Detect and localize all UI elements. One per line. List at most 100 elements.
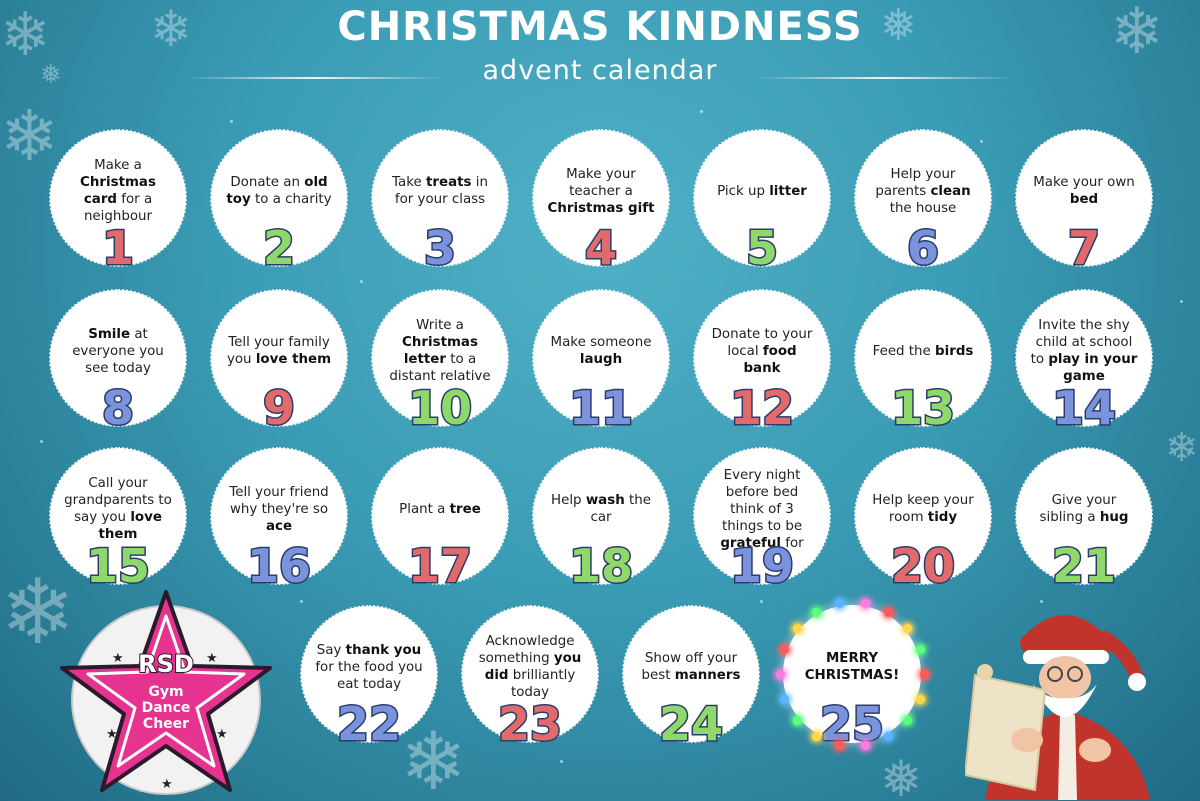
day-number: 7 xyxy=(1066,221,1101,276)
light-bulb xyxy=(812,607,821,617)
page-title: CHRISTMAS KINDNESS xyxy=(337,4,863,50)
calendar-day-11: Make someone laugh 11 xyxy=(532,289,678,440)
kindness-task: Take treats in for your class xyxy=(392,175,488,207)
santa-illustration xyxy=(965,615,1150,800)
day-circle: Make someone laugh xyxy=(532,289,670,427)
light-bulb xyxy=(792,623,802,633)
day-circle: Make your teacher a Christmas gift xyxy=(532,129,670,267)
logo-line: Dance xyxy=(142,700,191,716)
kindness-task: Make your teacher a Christmas gift xyxy=(547,166,655,216)
day-number: 11 xyxy=(567,381,634,436)
day-number: 4 xyxy=(583,221,618,276)
day-circle: Tell your friend why they're so ace xyxy=(210,447,348,585)
snowflake-icon: ❅ xyxy=(880,750,922,801)
light-bulb xyxy=(920,670,929,679)
calendar-day-15: Call your grandparents to say you love t… xyxy=(49,447,195,598)
light-bulb xyxy=(780,694,790,704)
calendar-day-8: Smile at everyone you see today 8 xyxy=(49,289,195,440)
day-number: 8 xyxy=(100,381,135,436)
day-circle: Every night before bed think of 3 things… xyxy=(693,447,831,585)
day-number: 12 xyxy=(728,381,795,436)
divider xyxy=(185,77,445,79)
day-circle: Help keep your room tidy xyxy=(854,447,992,585)
kindness-task: Make your own bed xyxy=(1033,175,1135,207)
day-circle: Invite the shy child at school to play i… xyxy=(1015,289,1153,427)
day-circle: Write a Christmas letter to a distant re… xyxy=(371,289,509,427)
day-circle: Show off your best manners xyxy=(622,605,760,743)
star-shape xyxy=(60,590,272,792)
calendar-day-18: Help wash the car 18 xyxy=(532,447,678,598)
kindness-task: Tell your family you love them xyxy=(226,335,332,367)
day-number: 1 xyxy=(100,221,135,276)
day-circle: Pick up litter xyxy=(693,129,831,267)
day-number: 23 xyxy=(496,697,563,752)
calendar-day-9: Tell your family you love them 9 xyxy=(210,289,356,440)
day-circle: Plant a tree xyxy=(371,447,509,585)
day-number: 24 xyxy=(657,697,724,752)
calendar-day-25: MERRY CHRISTMAS! 25 xyxy=(783,606,929,756)
day-number: 14 xyxy=(1050,381,1117,436)
kindness-task: Plant a tree xyxy=(399,501,481,517)
light-bulb xyxy=(903,716,913,726)
day-circle: Make a Christmas card for a neighbour xyxy=(49,129,187,267)
kindness-task: Donate an old toy to a charity xyxy=(226,175,332,207)
calendar-day-2: Donate an old toy to a charity 2 xyxy=(210,129,356,280)
calendar-day-13: Feed the birds 13 xyxy=(854,289,1000,440)
light-bulb xyxy=(812,732,821,742)
day-number: 10 xyxy=(406,381,473,436)
kindness-task: Tell your friend why they're so ace xyxy=(229,484,329,534)
kindness-task: Write a Christmas letter to a distant re… xyxy=(389,318,491,384)
snowflake-icon: ❄ xyxy=(1165,425,1199,471)
calendar-day-6: Help your parents clean the house 6 xyxy=(854,129,1000,280)
light-bulb xyxy=(780,645,790,655)
light-bulb xyxy=(915,645,925,655)
day-circle: Give your sibling a hug xyxy=(1015,447,1153,585)
kindness-task: Help your parents clean the house xyxy=(875,166,971,216)
calendar-day-4: Make your teacher a Christmas gift 4 xyxy=(532,129,678,280)
kindness-task: Invite the shy child at school to play i… xyxy=(1030,318,1138,384)
day-circle: Help your parents clean the house xyxy=(854,129,992,267)
calendar-day-20: Help keep your room tidy 20 xyxy=(854,447,1000,598)
kindness-task: Show off your best manners xyxy=(641,651,741,683)
day-number: 15 xyxy=(84,539,151,594)
calendar-day-19: Every night before bed think of 3 things… xyxy=(693,447,839,598)
kindness-task: Call your grandparents to say you love t… xyxy=(64,476,172,542)
day-circle: MERRY CHRISTMAS! xyxy=(788,610,916,738)
page-subtitle: advent calendar xyxy=(482,55,718,86)
kindness-task: Make a Christmas card for a neighbour xyxy=(80,158,156,224)
day-number: 3 xyxy=(422,221,457,276)
day-circle: Say thank you for the food you eat today xyxy=(300,605,438,743)
light-bulb xyxy=(860,599,870,609)
day-number: 2 xyxy=(261,221,296,276)
day-number: 9 xyxy=(261,381,296,436)
day-circle: Help wash the car xyxy=(532,447,670,585)
svg-text:★: ★ xyxy=(206,651,218,666)
light-bulb xyxy=(776,670,785,679)
rsd-logo: ★ ★ ★ ★ ★ RSD Gym Dance Cheer xyxy=(60,590,272,795)
calendar-day-23: Acknowledge something you did brilliantl… xyxy=(461,605,607,756)
light-bulb xyxy=(792,716,802,726)
calendar-day-5: Pick up litter 5 xyxy=(693,129,839,280)
kindness-task: Pick up litter xyxy=(717,183,807,199)
day-circle: Feed the birds xyxy=(854,289,992,427)
day-circle: Take treats in for your class xyxy=(371,129,509,267)
calendar-day-24: Show off your best manners 24 xyxy=(622,605,768,756)
calendar-day-22: Say thank you for the food you eat today… xyxy=(300,605,446,756)
logo-name: RSD xyxy=(138,650,194,678)
day-number: 20 xyxy=(889,539,956,594)
day-circle: Donate to your local food bank xyxy=(693,289,831,427)
light-bulb xyxy=(835,599,845,609)
light-bulb xyxy=(903,623,913,633)
day-number: 16 xyxy=(245,539,312,594)
kindness-task: Donate to your local food bank xyxy=(711,326,813,376)
kindness-task: Acknowledge something you did brilliantl… xyxy=(478,634,582,700)
calendar-day-16: Tell your friend why they're so ace 16 xyxy=(210,447,356,598)
day-number: 18 xyxy=(567,539,634,594)
kindness-task: Every night before bed think of 3 things… xyxy=(720,467,804,551)
kindness-task: Help keep your room tidy xyxy=(872,493,974,525)
light-bulb xyxy=(835,740,845,750)
svg-text:★: ★ xyxy=(112,651,124,666)
light-bulb xyxy=(884,732,893,742)
calendar-day-10: Write a Christmas letter to a distant re… xyxy=(371,289,517,440)
